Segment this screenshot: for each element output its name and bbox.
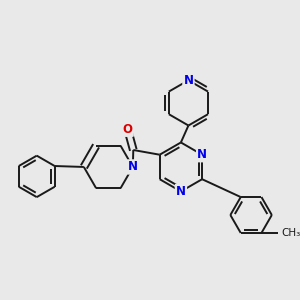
Text: N: N (176, 185, 186, 198)
Text: CH₃: CH₃ (281, 228, 300, 238)
Text: N: N (197, 148, 207, 161)
Text: O: O (123, 123, 133, 136)
Text: N: N (128, 160, 138, 173)
Text: N: N (183, 74, 194, 87)
